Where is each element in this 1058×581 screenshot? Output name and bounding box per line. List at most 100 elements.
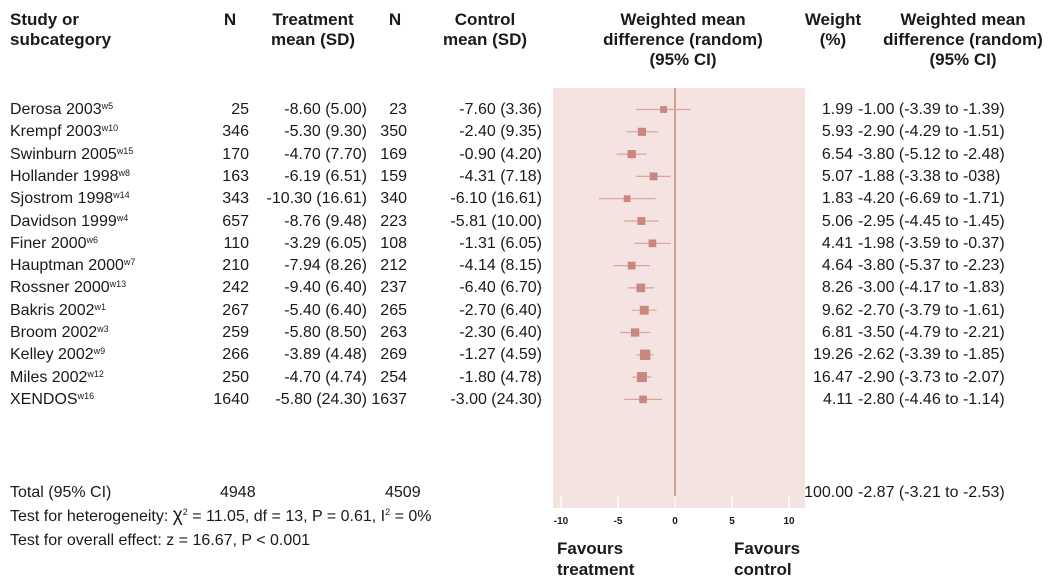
treatment-mean: -6.19 (6.51) (284, 167, 367, 185)
total-weight: 100.00 (804, 484, 853, 501)
effect-marker (623, 195, 631, 203)
study-name: Bakris 2002w1 (10, 300, 106, 321)
study-label: Swinburn 2005 (10, 145, 117, 163)
weighted-mean-difference: -3.00 (-4.17 to -1.83) (858, 279, 1005, 297)
control-mean: -0.90 (4.20) (459, 145, 542, 163)
table-row: Hauptman 2000w7 210 -7.94 (8.26) 212 -4.14 (… (0, 255, 1058, 276)
study-name: Miles 2002w12 (10, 367, 104, 388)
weighted-mean-difference: -1.00 (-3.39 to -1.39) (858, 101, 1005, 118)
plot-background (553, 88, 805, 508)
n-treatment: 242 (222, 279, 249, 297)
table-row: Krempf 2003w10 346 -5.30 (9.30) 350 -2.40 (9… (0, 121, 1058, 142)
weighted-mean-difference: -2.62 (-3.39 to -1.85) (858, 346, 1005, 364)
control-mean: -1.80 (4.78) (459, 368, 542, 386)
total-n-control: 4509 (385, 484, 421, 501)
weighted-mean-difference: -1.98 (-3.59 to -0.37) (858, 234, 1005, 252)
n-treatment: 170 (222, 145, 249, 163)
weight: 6.81 (821, 324, 853, 341)
reference-superscript: w6 (86, 234, 99, 245)
study-name: Finer 2000w6 (10, 233, 98, 254)
treatment-mean: -8.76 (9.48) (284, 212, 367, 230)
n-control: 212 (380, 257, 407, 275)
effect-marker (660, 106, 668, 113)
header-n-control: N (388, 10, 402, 29)
treatment-mean: -9.40 (6.40) (284, 279, 367, 297)
study-label: Rossner 2000 (10, 279, 110, 297)
effect-marker (627, 149, 636, 159)
effect-marker (649, 172, 658, 181)
weight: 4.41 (821, 234, 853, 252)
total-n-treatment: 4948 (220, 484, 256, 501)
tick-label: -5 (614, 516, 623, 527)
reference-superscript: w8 (118, 167, 131, 178)
treatment-mean: -5.40 (6.40) (284, 301, 367, 319)
weight: 5.93 (821, 123, 853, 141)
table-row: Broom 2002w3 259 -5.80 (8.50) 263 -2.30 (6.4… (0, 322, 1058, 343)
weighted-mean-difference: -2.90 (-4.29 to -1.51) (858, 123, 1005, 141)
weight: 5.06 (821, 212, 853, 230)
study-name: Sjostrom 1998w14 (10, 188, 130, 209)
study-label: Hauptman 2000 (10, 257, 124, 275)
study-name: Hollander 1998w8 (10, 166, 130, 187)
effect-marker (630, 328, 640, 337)
tick-label: 0 (672, 516, 678, 527)
weight: 9.62 (821, 301, 853, 319)
control-mean: -3.00 (24.30) (450, 390, 542, 408)
control-mean: -7.60 (3.36) (459, 101, 542, 118)
study-name: Krempf 2003w10 (10, 121, 118, 142)
table-row: Sjostrom 1998w14 343 -10.30 (16.61) 340 -6.1… (0, 188, 1058, 209)
control-mean: -2.70 (6.40) (459, 301, 542, 319)
header-n-treatment: N (223, 10, 237, 29)
n-control: 265 (380, 301, 407, 319)
n-control: 108 (380, 234, 407, 252)
study-name: Derosa 2003w5 (10, 99, 113, 120)
n-treatment: 267 (222, 301, 249, 319)
heterogeneity-test: Test for heterogeneity: χ2 = 11.05, df =… (10, 505, 432, 526)
n-control: 254 (380, 368, 407, 386)
forest-plot: -10 -5 0 5 10 (553, 88, 805, 527)
weighted-mean-difference: -3.80 (-5.12 to -2.48) (858, 145, 1005, 163)
total-row: Total (95% CI) 4948 4509 100.00 -2.87 (-… (0, 482, 1058, 503)
reference-superscript: w12 (87, 368, 104, 379)
weighted-mean-difference: -3.80 (-5.37 to -2.23) (858, 257, 1005, 275)
weighted-mean-difference: -1.88 (-3.38 to -038) (858, 167, 1001, 185)
study-label: XENDOS (10, 390, 78, 408)
table-row: Finer 2000w6 110 -3.29 (6.05) 108 -1.31 (6.0… (0, 233, 1058, 254)
total-label: Total (95% CI) (10, 484, 112, 501)
n-control: 340 (380, 190, 407, 208)
header-treatment-mean: Treatment mean (SD) (270, 10, 356, 49)
table-row: Kelley 2002w9 266 -3.89 (4.48) 269 -1.27 (4.… (0, 344, 1058, 365)
control-mean: -2.40 (9.35) (459, 123, 542, 141)
favours-control-label: Favours control (734, 539, 801, 579)
n-control: 1637 (371, 390, 407, 408)
n-treatment: 343 (222, 190, 249, 208)
weight: 5.07 (821, 167, 853, 185)
study-label: Bakris 2002 (10, 301, 95, 319)
treatment-mean: -4.70 (7.70) (284, 145, 367, 163)
weight: 6.54 (821, 145, 853, 163)
study-name: Broom 2002w3 (10, 322, 109, 343)
header-control-mean: Control mean (SD) (442, 10, 528, 49)
header-study: Study or subcategory (10, 10, 112, 49)
weighted-mean-difference: -2.90 (-3.73 to -2.07) (858, 368, 1005, 386)
study-name: Kelley 2002w9 (10, 344, 105, 365)
reference-superscript: w7 (123, 257, 136, 268)
effect-marker (627, 261, 636, 270)
tick-label: 5 (729, 516, 735, 527)
study-label: Davidson 1999 (10, 212, 117, 230)
n-treatment: 259 (222, 324, 249, 341)
tick-label: 10 (783, 516, 795, 527)
weight: 1.83 (821, 190, 853, 208)
control-mean: -6.10 (16.61) (450, 190, 542, 208)
study-label: Krempf 2003 (10, 123, 102, 141)
weight: 4.64 (821, 257, 853, 275)
total-ci: -2.87 (-3.21 to -2.53) (858, 484, 1005, 501)
effect-marker (639, 349, 651, 360)
n-control: 159 (380, 167, 407, 185)
n-treatment: 25 (231, 101, 249, 118)
study-label: Sjostrom 1998 (10, 190, 114, 208)
table-row: Swinburn 2005w15 170 -4.70 (7.70) 169 -0.90 … (0, 144, 1058, 165)
effect-marker (637, 127, 646, 136)
treatment-mean: -3.29 (6.05) (284, 234, 367, 252)
table-row: Davidson 1999w4 657 -8.76 (9.48) 223 -5.81 (… (0, 211, 1058, 232)
